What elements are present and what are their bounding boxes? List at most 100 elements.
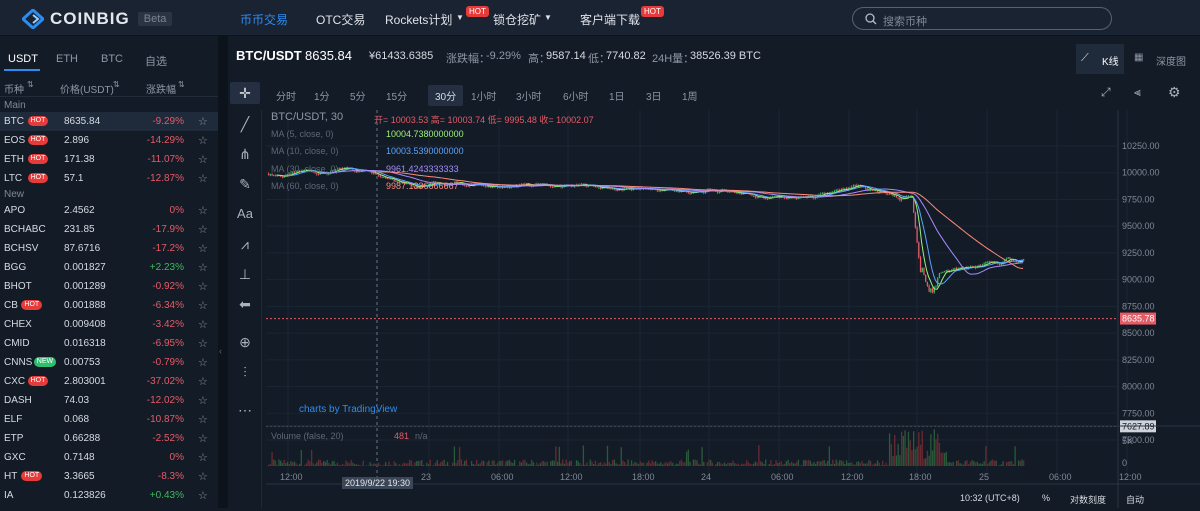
volume-bar: [958, 460, 959, 466]
timeframe-1[interactable]: 1分: [314, 88, 330, 103]
arrow-left-icon[interactable]: ⬅: [234, 294, 256, 314]
favorite-star-icon[interactable]: ☆: [198, 204, 208, 217]
trendline-tool-icon[interactable]: ╱: [234, 114, 256, 134]
favorite-star-icon[interactable]: ☆: [198, 489, 208, 502]
measure-bars-icon[interactable]: ⫶: [234, 362, 256, 382]
timeframe-4[interactable]: 30分: [428, 85, 463, 106]
market-price: 0.016318: [64, 338, 106, 349]
tradingview-attribution[interactable]: charts by TradingView: [299, 404, 397, 415]
favorite-star-icon[interactable]: ☆: [198, 318, 208, 331]
tab-btc[interactable]: BTC: [101, 53, 123, 65]
settings-gear-icon[interactable]: ⚙: [1168, 84, 1181, 101]
favorite-star-icon[interactable]: ☆: [198, 432, 208, 445]
nav-lock-mining[interactable]: 锁仓挖矿: [493, 11, 541, 28]
timeframe-3[interactable]: 15分: [386, 88, 407, 103]
timeframe-5[interactable]: 1小时: [471, 88, 497, 103]
pattern-tool-icon[interactable]: ⩘: [234, 234, 256, 254]
indicators-icon[interactable]: ⫷: [1134, 85, 1141, 100]
brand-logo[interactable]: COINBIG Beta: [22, 9, 172, 29]
favorite-star-icon[interactable]: ☆: [198, 375, 208, 388]
timeframe-2[interactable]: 5分: [350, 88, 366, 103]
sort-icon[interactable]: ⇅: [113, 80, 120, 89]
nav-rockets[interactable]: Rockets计划: [385, 11, 452, 28]
collapse-arrow-icon[interactable]: ‹: [219, 346, 222, 356]
col-change[interactable]: 涨跌幅: [146, 81, 176, 96]
text-tool-icon[interactable]: Aa: [234, 204, 256, 224]
timeframe-9[interactable]: 3日: [646, 88, 662, 103]
crosshair-tool-button[interactable]: ✛: [230, 82, 260, 104]
zoom-icon[interactable]: ⊕: [234, 332, 256, 352]
favorite-star-icon[interactable]: ☆: [198, 413, 208, 426]
favorite-star-icon[interactable]: ☆: [198, 223, 208, 236]
pitchfork-tool-icon[interactable]: ⋔: [234, 144, 256, 164]
favorite-star-icon[interactable]: ☆: [198, 134, 208, 147]
more-tools-icon[interactable]: ⋯: [234, 400, 256, 420]
favorite-star-icon[interactable]: ☆: [198, 356, 208, 369]
favorite-star-icon[interactable]: ☆: [198, 261, 208, 274]
percent-scale-toggle[interactable]: %: [1042, 493, 1050, 503]
timeframe-8[interactable]: 1日: [609, 88, 625, 103]
measure-tool-icon[interactable]: ⊥: [234, 264, 256, 284]
fullscreen-icon[interactable]: ⤢: [1101, 85, 1111, 100]
tab-eth[interactable]: ETH: [56, 53, 78, 65]
favorite-star-icon[interactable]: ☆: [198, 172, 208, 185]
log-scale-toggle[interactable]: 对数刻度: [1070, 493, 1106, 506]
nav-client-download[interactable]: 客户端下载: [580, 11, 640, 28]
search-input[interactable]: 搜索币种: [852, 7, 1112, 30]
timezone-clock[interactable]: 10:32 (UTC+8): [960, 493, 1020, 503]
brush-tool-icon[interactable]: ✎: [234, 174, 256, 194]
favorite-star-icon[interactable]: ☆: [198, 280, 208, 293]
favorite-star-icon[interactable]: ☆: [198, 153, 208, 166]
favorite-star-icon[interactable]: ☆: [198, 115, 208, 128]
volume-bar: [799, 465, 800, 466]
volume-bar: [867, 463, 868, 466]
timeframe-0[interactable]: 分时: [276, 88, 296, 103]
volume-bar: [908, 432, 909, 466]
auto-scale-toggle[interactable]: 自动: [1126, 493, 1144, 506]
favorite-star-icon[interactable]: ☆: [198, 451, 208, 464]
favorite-star-icon[interactable]: ☆: [198, 242, 208, 255]
timeframe-7[interactable]: 6小时: [563, 88, 589, 103]
depth-icon[interactable]: ▦: [1134, 52, 1143, 63]
tab-usdt[interactable]: USDT: [8, 53, 38, 65]
favorite-star-icon[interactable]: ☆: [198, 299, 208, 312]
sort-icon[interactable]: ⇅: [178, 80, 185, 89]
col-symbol[interactable]: 币种: [4, 81, 24, 96]
tab-favorites[interactable]: 自选: [145, 53, 167, 69]
nav-spot-trading[interactable]: 币币交易: [240, 11, 288, 28]
candle-body: [466, 185, 467, 186]
favorite-star-icon[interactable]: ☆: [198, 394, 208, 407]
volume-bar: [571, 461, 572, 466]
sort-icon[interactable]: ⇅: [27, 80, 34, 89]
volume-bar: [554, 461, 555, 466]
favorite-star-icon[interactable]: ☆: [198, 337, 208, 350]
depth-tab[interactable]: 深度图: [1156, 53, 1186, 68]
favorite-star-icon[interactable]: ☆: [198, 470, 208, 483]
timeframe-10[interactable]: 1周: [682, 88, 698, 103]
kline-tab[interactable]: ⟋ K线: [1076, 44, 1124, 74]
timeframe-6[interactable]: 3小时: [516, 88, 542, 103]
nav-otc[interactable]: OTC交易: [316, 11, 365, 28]
col-price[interactable]: 价格(USDT): [60, 81, 114, 96]
